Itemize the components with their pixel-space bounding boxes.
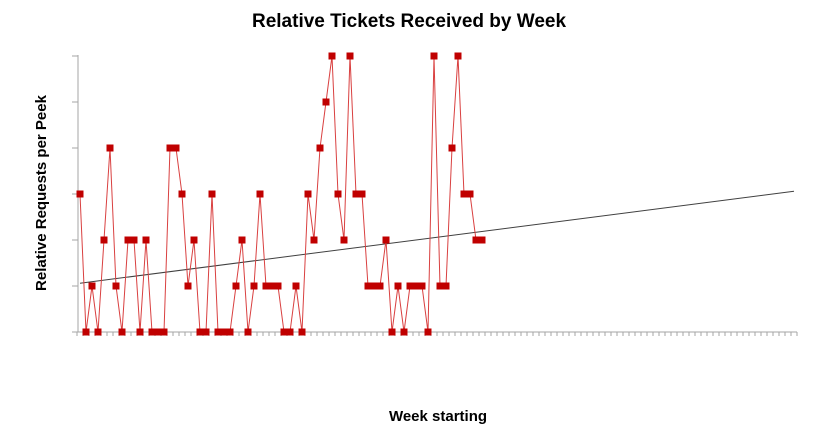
data-point (472, 236, 480, 244)
data-point (310, 236, 318, 244)
data-point (172, 144, 180, 152)
data-point (376, 282, 384, 290)
data-point (442, 282, 450, 290)
data-point (418, 282, 426, 290)
data-point (208, 190, 216, 198)
data-point (430, 52, 438, 60)
data-point (286, 328, 294, 336)
data-point (394, 282, 402, 290)
data-point (178, 190, 186, 198)
data-point (220, 328, 228, 336)
data-point (214, 328, 222, 336)
chart-title: Relative Tickets Received by Week (252, 11, 566, 32)
data-point (352, 190, 360, 198)
data-point (334, 190, 342, 198)
x-axis-title: Week starting (389, 408, 487, 425)
data-point (118, 328, 126, 336)
series-markers (76, 52, 486, 336)
data-point (226, 328, 234, 336)
data-point (298, 328, 306, 336)
data-point (106, 144, 114, 152)
data-point (130, 236, 138, 244)
data-point (256, 190, 264, 198)
trendline (79, 190, 795, 284)
data-point (424, 328, 432, 336)
data-point (244, 328, 252, 336)
data-point (94, 328, 102, 336)
data-point (76, 190, 84, 198)
data-point (400, 328, 408, 336)
data-point (274, 282, 282, 290)
data-point (460, 190, 468, 198)
x-ticks (76, 332, 798, 336)
data-point (238, 236, 246, 244)
data-point (100, 236, 108, 244)
y-axis-title: Relative Requests per Peek (33, 94, 50, 291)
data-point (412, 282, 420, 290)
data-point (232, 282, 240, 290)
data-point (250, 282, 258, 290)
data-point (304, 190, 312, 198)
data-point (268, 282, 276, 290)
data-point (358, 190, 366, 198)
data-point (184, 282, 192, 290)
data-point (202, 328, 210, 336)
data-point (262, 282, 270, 290)
series-line (79, 55, 482, 333)
data-point (148, 328, 156, 336)
data-point (478, 236, 486, 244)
data-point (196, 328, 204, 336)
data-point (370, 282, 378, 290)
data-point (466, 190, 474, 198)
data-point (166, 144, 174, 152)
data-point (328, 52, 336, 60)
data-point (364, 282, 372, 290)
data-point (82, 328, 90, 336)
data-point (448, 144, 456, 152)
data-point (124, 236, 132, 244)
x-axis (72, 331, 798, 336)
data-point (292, 282, 300, 290)
data-point (388, 328, 396, 336)
data-point (190, 236, 198, 244)
data-point (88, 282, 96, 290)
data-point (280, 328, 288, 336)
data-point (340, 236, 348, 244)
data-point (382, 236, 390, 244)
data-point (316, 144, 324, 152)
data-point (406, 282, 414, 290)
data-point (154, 328, 162, 336)
data-point (136, 328, 144, 336)
data-point (454, 52, 462, 60)
data-point (112, 282, 120, 290)
data-point (436, 282, 444, 290)
data-point (322, 98, 330, 106)
data-point (346, 52, 354, 60)
data-point (160, 328, 168, 336)
data-point (142, 236, 150, 244)
